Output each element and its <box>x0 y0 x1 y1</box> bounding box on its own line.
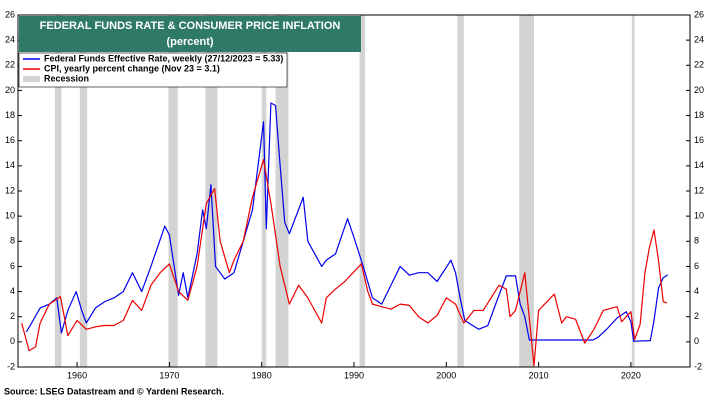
y-tick-label: 0 <box>10 336 15 346</box>
recession-band <box>79 15 88 367</box>
y-tick-label: 26 <box>5 9 15 19</box>
recession-band <box>359 15 366 367</box>
legend-label: Recession <box>44 73 89 83</box>
x-tick-label: 1980 <box>252 370 272 380</box>
y-tick-label: 24 <box>5 35 15 45</box>
y2-tick-label: 24 <box>694 35 704 45</box>
recession-band <box>54 15 62 367</box>
recession-band <box>519 15 534 367</box>
x-tick-label: 2000 <box>436 370 456 380</box>
y-tick-label: 8 <box>10 236 15 246</box>
series-line <box>25 102 669 342</box>
y-tick-label: 10 <box>5 211 15 221</box>
y-tick-label: 20 <box>5 85 15 95</box>
chart-subtitle: (percent) <box>166 36 213 48</box>
legend: Federal Funds Effective Rate, weekly (27… <box>18 52 288 88</box>
y2-tick-label: 22 <box>694 60 704 70</box>
y2-tick-label: 4 <box>694 286 699 296</box>
y2-tick-label: 14 <box>694 160 704 170</box>
y2-tick-label: 2 <box>694 311 699 321</box>
y2-tick-label: 20 <box>694 85 704 95</box>
x-tick-label: 2020 <box>621 370 641 380</box>
recession-band <box>261 15 267 367</box>
y-tick-label: 16 <box>5 135 15 145</box>
y-tick-label: -2 <box>7 361 15 371</box>
x-tick-label: 2010 <box>529 370 549 380</box>
legend-label: Federal Funds Effective Rate, weekly (27… <box>44 53 283 63</box>
x-tick-label: 1960 <box>67 370 87 380</box>
x-tick-label: 1970 <box>159 370 179 380</box>
y-tick-label: 12 <box>5 185 15 195</box>
y2-tick-label: -2 <box>694 361 702 371</box>
y2-tick-label: 10 <box>694 211 704 221</box>
y-tick-label: 2 <box>10 311 15 321</box>
y2-tick-label: 16 <box>694 135 704 145</box>
title-box <box>19 16 361 52</box>
y-tick-label: 18 <box>5 110 15 120</box>
y2-tick-label: 0 <box>694 336 699 346</box>
y2-tick-label: 6 <box>694 261 699 271</box>
x-tick-label: 1990 <box>344 370 364 380</box>
y-tick-label: 6 <box>10 261 15 271</box>
series-line <box>21 158 668 367</box>
y2-tick-label: 12 <box>694 185 704 195</box>
legend-swatch <box>23 76 40 82</box>
recession-band <box>168 15 178 367</box>
y2-tick-label: 8 <box>694 236 699 246</box>
y2-tick-label: 26 <box>694 9 704 19</box>
legend-label: CPI, yearly percent change (Nov 23 = 3.1… <box>44 63 220 73</box>
recession-band <box>457 15 464 367</box>
source-note: Source: LSEG Datastream and © Yardeni Re… <box>4 386 224 396</box>
y2-tick-label: 18 <box>694 110 704 120</box>
y-tick-label: 22 <box>5 60 15 70</box>
y-tick-label: 4 <box>10 286 15 296</box>
y-tick-label: 14 <box>5 160 15 170</box>
legend-box <box>18 52 288 88</box>
recession-band <box>631 15 635 367</box>
chart-title: FEDERAL FUNDS RATE & CONSUMER PRICE INFL… <box>40 20 341 32</box>
